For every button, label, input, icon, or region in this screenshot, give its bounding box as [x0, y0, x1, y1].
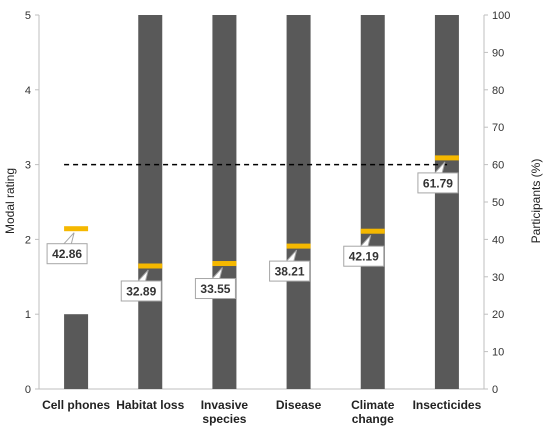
y2-tick-label: 0: [492, 384, 498, 396]
category-label: Invasive species: [201, 398, 249, 426]
data-label: 38.21: [275, 265, 305, 279]
participant-marker: [64, 226, 89, 232]
y2-tick-label: 80: [492, 85, 504, 97]
bar: [286, 15, 311, 389]
label-box: [46, 243, 88, 265]
participant-marker: [286, 243, 311, 249]
participant-marker: [212, 261, 237, 267]
y2-tick-label: 100: [492, 10, 510, 22]
y2-tick-label: 40: [492, 234, 504, 246]
category-label: Disease: [276, 398, 322, 412]
data-label: 61.79: [423, 176, 453, 190]
data-label: 32.89: [126, 284, 156, 298]
data-label: 33.55: [200, 282, 230, 296]
bar: [64, 314, 89, 389]
participant-marker: [434, 155, 459, 161]
category-label: Climate change: [351, 398, 395, 426]
participant-marker: [360, 228, 385, 234]
bar: [360, 15, 385, 389]
y2-tick-label: 30: [492, 272, 504, 284]
y2-axis-title: Participants (%): [529, 159, 543, 244]
y-tick-label: 2: [25, 234, 31, 246]
category-label: Cell phones: [42, 398, 110, 412]
bar: [138, 15, 163, 389]
bar: [212, 15, 237, 389]
y-tick-label: 1: [25, 309, 31, 321]
data-labels: 42.86 32.89 33.55 38.21 42.19 61.79: [46, 161, 459, 302]
data-label: 42.19: [349, 250, 379, 264]
label-box: [120, 280, 162, 302]
markers: [64, 155, 459, 269]
y-tick-label: 5: [25, 10, 31, 22]
participant-marker: [138, 263, 163, 269]
y2-tick-label: 10: [492, 347, 504, 359]
label-pointer: [61, 232, 75, 246]
y2-tick-label: 90: [492, 47, 504, 59]
category-labels: Cell phones Habitat loss Invasive species Di…: [42, 398, 482, 426]
y-tick-label: 4: [25, 85, 31, 97]
y2-tick-label: 20: [492, 309, 504, 321]
axes: [35, 14, 488, 390]
category-label: Insecticides: [413, 398, 482, 412]
data-label: 42.86: [52, 247, 82, 261]
label-box: [194, 278, 236, 300]
y-tick-label: 3: [25, 160, 31, 172]
y2-tick-label: 60: [492, 160, 504, 172]
y2-tick-label: 50: [492, 197, 504, 209]
y-tick-label: 0: [25, 384, 31, 396]
category-label: Habitat loss: [116, 398, 184, 412]
y2-tick-label: 70: [492, 122, 504, 134]
label-box: [343, 245, 385, 267]
bar: [434, 15, 459, 389]
label-box: [417, 172, 459, 194]
label-box: [269, 260, 311, 282]
y-axis-title: Modal rating: [3, 168, 17, 234]
bars: [64, 15, 459, 389]
